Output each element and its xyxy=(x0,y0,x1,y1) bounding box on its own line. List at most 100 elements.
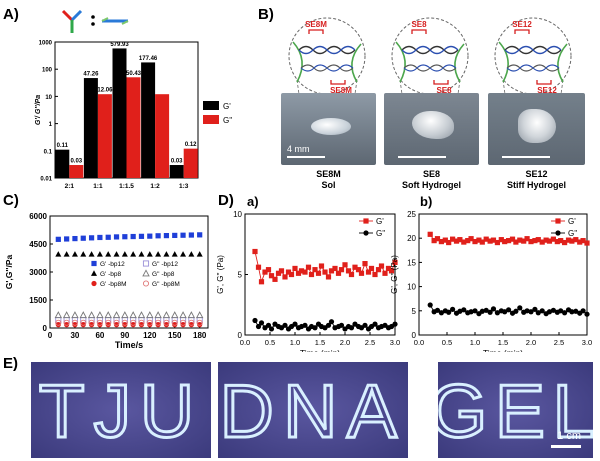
bar-g-prime xyxy=(83,78,98,178)
data-point xyxy=(494,310,500,316)
data-point xyxy=(372,321,378,327)
data-point xyxy=(63,319,70,326)
x-axis-label: Time/s xyxy=(115,340,143,350)
x-tick-label: 0 xyxy=(48,331,53,340)
data-point xyxy=(196,319,203,326)
data-point xyxy=(513,308,519,314)
data-point xyxy=(318,263,325,269)
data-point xyxy=(154,311,162,319)
data-point xyxy=(580,238,586,244)
data-point xyxy=(121,251,128,257)
data-point xyxy=(180,322,186,328)
y-axis-label: G', G'' (Pa) xyxy=(390,255,399,294)
data-point xyxy=(490,306,497,312)
data-point xyxy=(453,238,460,244)
caption-se8m: SE8M Sol xyxy=(281,169,376,191)
data-point xyxy=(352,264,358,270)
data-point xyxy=(285,269,292,275)
data-point xyxy=(535,237,541,243)
data-point xyxy=(302,269,308,275)
data-point xyxy=(188,322,194,328)
data-point xyxy=(450,306,456,312)
data-point xyxy=(302,322,308,328)
legend-label: G'' xyxy=(376,229,386,238)
legend-marker xyxy=(363,230,369,236)
legend-label: G' xyxy=(376,217,384,226)
data-point xyxy=(196,251,203,257)
data-point xyxy=(113,322,120,328)
data-point xyxy=(252,317,258,324)
data-point xyxy=(446,239,452,246)
caption-title: SE8M xyxy=(316,169,341,179)
ratio-colon-icon xyxy=(91,15,95,26)
data-point xyxy=(155,233,161,239)
sticky-end-bracket xyxy=(514,29,530,34)
y-tick-label: 3000 xyxy=(29,268,47,277)
data-point xyxy=(105,322,111,328)
panel-label-d: D) xyxy=(218,192,234,209)
dna-helix xyxy=(403,64,457,72)
data-point xyxy=(355,267,362,273)
data-point xyxy=(550,307,556,313)
data-point xyxy=(498,237,504,243)
data-point xyxy=(388,268,395,274)
data-point xyxy=(342,262,348,268)
legend-marker xyxy=(91,260,97,267)
green-strand xyxy=(351,43,362,83)
data-point xyxy=(130,322,136,328)
data-point xyxy=(278,268,285,274)
y-tick-label: 20 xyxy=(407,234,416,243)
data-point xyxy=(461,239,467,245)
zoom-callout xyxy=(288,17,366,95)
y-axis-label: G',G''/Pa xyxy=(4,255,14,290)
data-label: 47.26 xyxy=(83,72,99,78)
data-point xyxy=(55,322,61,328)
sticky-end-label: SE8 xyxy=(411,20,427,29)
data-point xyxy=(573,237,579,243)
data-point xyxy=(535,310,541,316)
data-point xyxy=(146,319,153,326)
data-point xyxy=(569,309,575,315)
y-tick-label: 5 xyxy=(412,307,417,316)
legend-label: G' -bp12 xyxy=(100,261,125,268)
data-point xyxy=(268,326,275,332)
sticky-end-bracket xyxy=(411,29,427,34)
bar-g-prime xyxy=(112,48,127,178)
scale-bar xyxy=(287,156,325,158)
x-tick-label: 0.0 xyxy=(414,338,424,347)
data-point xyxy=(105,234,111,240)
data-point xyxy=(130,319,137,326)
x-tick-label: 0.5 xyxy=(265,338,275,347)
data-point xyxy=(385,265,392,272)
data-point xyxy=(292,265,298,272)
data-point xyxy=(521,238,527,244)
sol-photo: 4 mm xyxy=(281,93,376,165)
data-point xyxy=(573,308,579,314)
data-label: 0.03 xyxy=(171,159,183,165)
data-point xyxy=(580,308,586,314)
data-point xyxy=(188,251,195,257)
data-point xyxy=(255,264,262,270)
data-point xyxy=(517,237,523,243)
data-point xyxy=(96,311,104,319)
data-point xyxy=(187,311,196,319)
data-point xyxy=(524,236,530,242)
x-tick-label: 150 xyxy=(168,331,182,340)
bar-g-double-prime xyxy=(126,77,141,178)
data-point xyxy=(335,270,342,276)
panel-b-illustration: SE8M SE8M SE8 SE8 SE12 SE12 xyxy=(288,17,572,137)
data-point xyxy=(138,319,145,326)
data-point xyxy=(96,251,103,257)
data-point xyxy=(362,322,368,328)
x-tick-label: 60 xyxy=(95,331,104,340)
legend-label: G' xyxy=(223,102,231,111)
sticky-end-bracket xyxy=(308,29,324,34)
data-point xyxy=(569,238,575,244)
data-point xyxy=(472,238,478,245)
data-point xyxy=(468,236,474,242)
legend-marker xyxy=(91,270,97,276)
data-point xyxy=(494,239,500,246)
x-tick-label: 2.5 xyxy=(365,338,375,347)
data-point xyxy=(275,270,282,276)
data-point xyxy=(113,319,120,326)
